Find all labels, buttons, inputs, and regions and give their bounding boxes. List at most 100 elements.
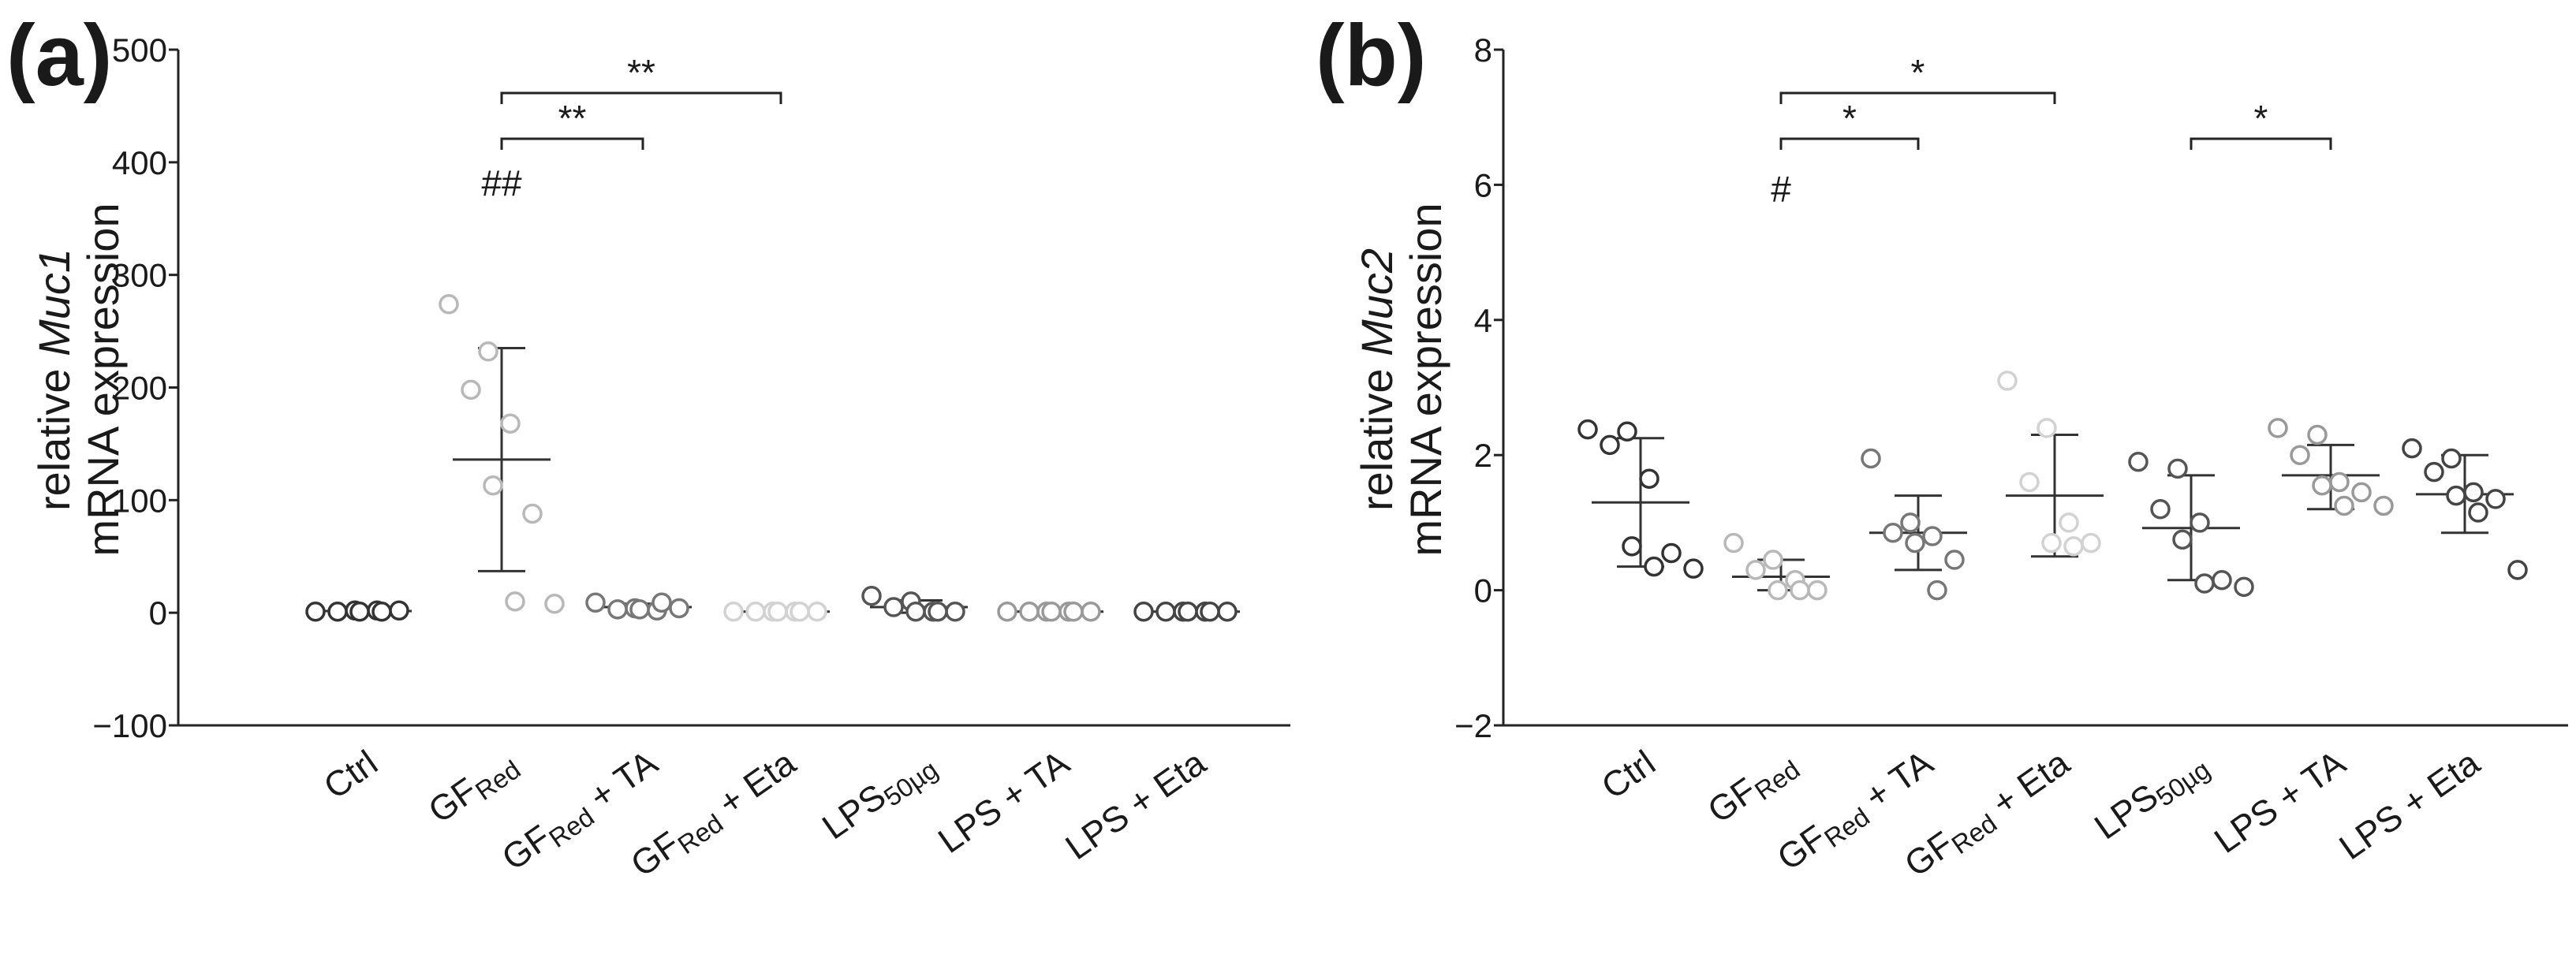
data-point xyxy=(1600,434,1620,456)
data-point xyxy=(2468,502,2488,523)
data-point xyxy=(2334,495,2354,516)
data-point xyxy=(607,599,628,620)
data-point xyxy=(745,601,766,622)
x-category-suffix: + Eta xyxy=(703,742,803,829)
x-category-label: LPS50µg xyxy=(2087,742,2215,850)
data-point xyxy=(1133,601,1154,622)
data-point xyxy=(1723,532,1744,553)
data-point xyxy=(2212,569,2232,591)
data-point xyxy=(1577,419,1598,440)
panel-b: (b) relative Muc2 mRNA expression −2 0 2 4 6 8 Ct… xyxy=(1316,7,2568,885)
data-point xyxy=(2351,482,2372,503)
data-point xyxy=(2312,475,2332,496)
data-point xyxy=(483,475,503,496)
y-tick-label: 8 xyxy=(1474,32,1492,69)
y-tick-label: 100 xyxy=(112,482,167,519)
x-category-label: LPS50µg xyxy=(815,742,943,850)
data-point xyxy=(1927,579,1947,601)
x-category-label: LPS + TA xyxy=(931,742,1077,861)
hash-annotation: # xyxy=(1771,169,1791,210)
series-2 xyxy=(585,592,692,621)
data-point xyxy=(651,592,672,613)
bracket-line xyxy=(1779,137,1920,150)
data-point xyxy=(2167,458,2188,479)
x-category-label: LPS + Eta xyxy=(1058,742,1213,867)
x-category-main: LPS + Eta xyxy=(1058,742,1213,867)
hash-annotation: ## xyxy=(481,163,522,204)
data-point xyxy=(1683,558,1704,579)
data-point xyxy=(1905,532,1925,553)
data-point xyxy=(945,601,965,622)
data-point xyxy=(1644,556,1664,577)
data-point xyxy=(1790,579,1810,601)
data-point xyxy=(2446,485,2466,506)
data-point xyxy=(544,593,565,614)
data-point xyxy=(439,294,459,315)
data-point xyxy=(349,601,370,622)
x-category-main: LPS + TA xyxy=(931,742,1077,861)
data-point xyxy=(1768,579,1788,601)
x-category-label: LPS + Eta xyxy=(2331,742,2487,867)
y-tick-label: 500 xyxy=(112,32,167,69)
data-point xyxy=(2485,489,2506,509)
panel-label: (b) xyxy=(1316,7,1426,104)
data-point xyxy=(928,601,948,622)
data-point xyxy=(305,601,326,622)
x-category-main: LPS + TA xyxy=(2207,742,2353,861)
data-point xyxy=(2172,529,2193,550)
y-axis-title: relative Muc2 mRNA expression xyxy=(1352,203,1450,556)
data-point xyxy=(2234,576,2254,598)
data-point xyxy=(807,601,827,622)
data-point xyxy=(1622,536,1642,557)
data-point xyxy=(767,601,788,622)
y-axis-title-gene: Muc1 xyxy=(29,248,79,356)
significance-label: * xyxy=(1911,52,1925,93)
y-tick-label: 6 xyxy=(1474,166,1492,203)
significance-label: ** xyxy=(558,98,587,139)
y-tick-label: 0 xyxy=(149,594,167,632)
data-point xyxy=(723,601,744,622)
data-point xyxy=(861,585,882,606)
series-5 xyxy=(2268,418,2394,516)
data-point xyxy=(1900,512,1921,533)
y-axis-title-line1: relative Muc1 xyxy=(29,248,79,511)
data-point xyxy=(2329,471,2350,493)
data-point xyxy=(1063,601,1084,622)
y-tick-label: 2 xyxy=(1474,437,1492,474)
data-point xyxy=(1639,468,1659,489)
data-point xyxy=(1883,523,1903,543)
y-tick-label: 300 xyxy=(112,257,167,294)
data-point xyxy=(1178,601,1198,622)
data-point xyxy=(461,379,481,401)
significance-label: ** xyxy=(627,52,655,93)
data-point xyxy=(2402,438,2422,459)
bracket-line xyxy=(2190,137,2332,150)
significance-bracket: ** xyxy=(500,98,644,150)
x-category-label: LPS + TA xyxy=(2207,742,2353,861)
data-point xyxy=(1944,550,1965,570)
panel-label: (a) xyxy=(6,7,112,104)
data-point xyxy=(2063,536,2084,557)
data-point xyxy=(2507,560,2528,580)
data-point xyxy=(2424,461,2444,483)
series-3 xyxy=(723,601,830,622)
data-point xyxy=(1922,526,1943,546)
series-1 xyxy=(1723,532,1830,601)
y-axis-title: relative Muc1 mRNA expression xyxy=(29,203,128,556)
data-point xyxy=(371,601,392,622)
y-tick-label: 0 xyxy=(1474,572,1492,609)
data-point xyxy=(327,601,348,622)
bracket-line xyxy=(1779,91,2056,104)
significance-bracket: * xyxy=(1779,98,1920,150)
data-point xyxy=(1661,542,1682,564)
x-category-label: GFRed xyxy=(1701,742,1805,833)
y-tick-label: 4 xyxy=(1474,302,1492,339)
data-point xyxy=(389,600,409,621)
bracket-line xyxy=(500,137,644,150)
x-category-main: Ctrl xyxy=(316,742,385,807)
data-point xyxy=(2463,482,2484,503)
significance-bracket: * xyxy=(1779,52,2056,104)
data-point xyxy=(2190,512,2210,533)
series-1 xyxy=(439,294,565,614)
